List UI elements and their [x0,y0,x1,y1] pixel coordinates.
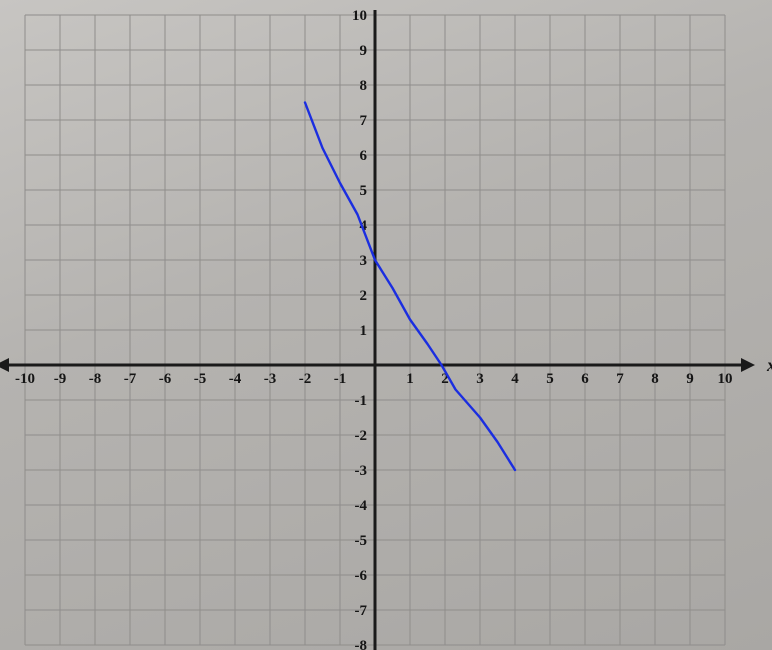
svg-text:-3: -3 [355,463,368,479]
svg-text:-10: -10 [15,371,35,387]
svg-text:-5: -5 [194,371,207,387]
svg-text:9: 9 [686,371,694,387]
svg-text:6: 6 [581,371,589,387]
svg-text:7: 7 [360,113,368,129]
svg-text:10: 10 [352,8,367,24]
svg-text:1: 1 [360,323,368,339]
svg-text:6: 6 [360,148,368,164]
svg-text:-2: -2 [355,428,368,444]
svg-text:-8: -8 [89,371,102,387]
svg-text:2: 2 [360,288,368,304]
svg-text:-6: -6 [355,568,368,584]
svg-text:3: 3 [360,253,368,269]
svg-text:-1: -1 [355,393,368,409]
svg-text:-4: -4 [355,498,368,514]
svg-text:8: 8 [360,78,368,94]
svg-text:-5: -5 [355,533,368,549]
svg-text:-2: -2 [299,371,312,387]
svg-text:-4: -4 [229,371,242,387]
svg-text:7: 7 [616,371,624,387]
axis-labels: x [766,355,772,375]
svg-text:-6: -6 [159,371,172,387]
svg-text:x: x [766,355,772,375]
svg-text:-8: -8 [355,638,368,650]
svg-text:5: 5 [546,371,554,387]
svg-text:-9: -9 [54,371,67,387]
svg-text:-1: -1 [334,371,347,387]
svg-text:9: 9 [360,43,368,59]
svg-text:5: 5 [360,183,368,199]
svg-text:3: 3 [476,371,484,387]
svg-text:8: 8 [651,371,659,387]
coordinate-chart: -10 -9 -8 -7 -6 -5 -4 -3 -2 -1 1 2 3 4 5 6 7 8 9 10 -8 -7 -6 -5… [0,0,772,650]
svg-text:-7: -7 [124,371,137,387]
svg-text:4: 4 [511,371,519,387]
svg-text:1: 1 [406,371,414,387]
svg-text:-3: -3 [264,371,277,387]
svg-text:-7: -7 [355,603,368,619]
svg-text:10: 10 [718,371,733,387]
